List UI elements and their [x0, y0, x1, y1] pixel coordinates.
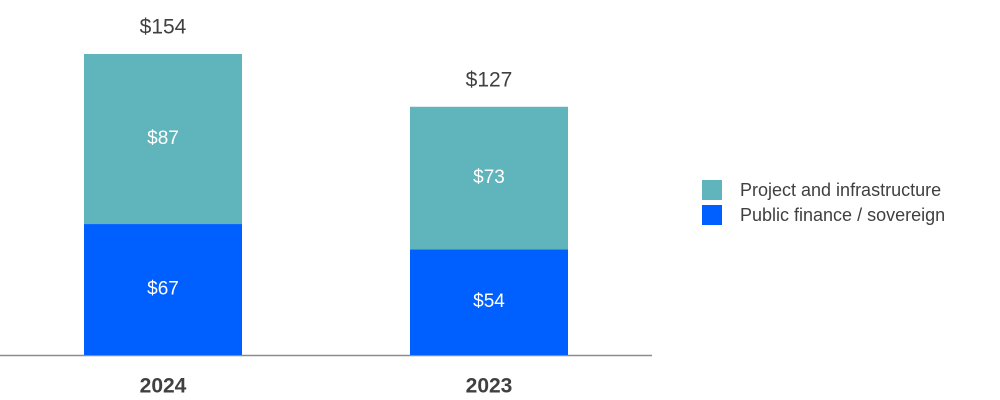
legend-swatch: [702, 205, 722, 225]
total-label: $127: [466, 68, 513, 91]
x-tick-label: 2023: [466, 375, 513, 398]
bar-segment: [84, 224, 242, 355]
legend-swatch: [702, 180, 722, 200]
value-label: $73: [473, 167, 505, 188]
legend-label: Public finance / sovereign: [740, 205, 945, 225]
x-tick-label: 2024: [140, 375, 187, 398]
total-label: $154: [140, 16, 187, 39]
value-label: $87: [147, 128, 179, 149]
bar-segment: [84, 54, 242, 225]
value-label: $54: [473, 291, 505, 312]
value-label: $67: [147, 279, 179, 300]
bar-segment: [410, 106, 568, 250]
legend-label: Project and infrastructure: [740, 180, 941, 200]
bar-segment: [410, 249, 568, 355]
